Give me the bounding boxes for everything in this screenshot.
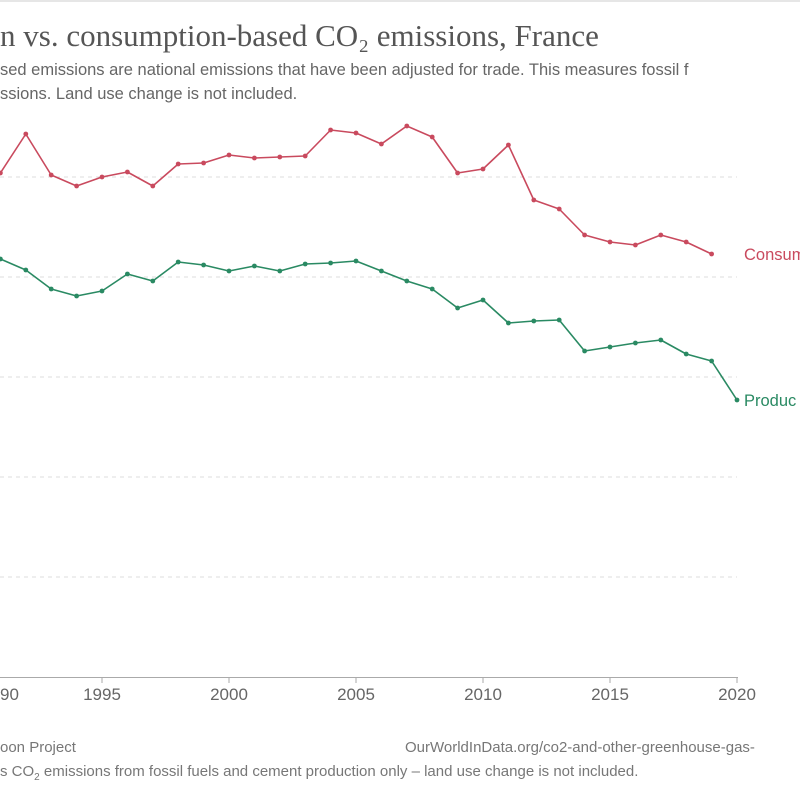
- data-point: [150, 278, 156, 284]
- data-point: [23, 267, 29, 273]
- data-point: [302, 153, 308, 159]
- data-point: [582, 348, 587, 354]
- data-point: [23, 131, 29, 137]
- data-point: [175, 161, 181, 167]
- source-url-link[interactable]: OurWorldInData.org/co2-and-other-greenho…: [405, 739, 755, 756]
- series-line-1: [0, 258, 738, 401]
- data-point: [48, 172, 54, 178]
- data-point: [226, 152, 232, 158]
- footnote: s CO2 emissions from fossil fuels and ce…: [0, 763, 639, 783]
- data-point: [201, 160, 207, 166]
- x-tick-label: 2000: [210, 685, 248, 704]
- source-text: oon Project: [0, 739, 76, 756]
- data-point: [404, 123, 410, 129]
- data-point: [556, 317, 562, 323]
- data-point: [480, 297, 486, 303]
- data-point: [99, 174, 105, 180]
- x-tick-label: 90: [0, 685, 19, 704]
- x-tick-label: 2010: [464, 685, 502, 704]
- chart-subtitle-line2: ssions. Land use change is not included.: [0, 85, 298, 103]
- top-border: [0, 0, 800, 2]
- data-point: [658, 337, 664, 343]
- data-point: [734, 397, 740, 403]
- data-point: [607, 239, 613, 245]
- data-point: [582, 232, 587, 238]
- data-point: [252, 155, 257, 161]
- x-tick-label: 2015: [591, 685, 629, 704]
- data-point: [328, 260, 333, 266]
- data-point: [48, 286, 54, 292]
- data-point: [175, 259, 181, 265]
- data-point: [201, 262, 207, 268]
- data-point: [709, 251, 714, 257]
- data-point: [0, 170, 3, 176]
- data-point: [455, 170, 460, 176]
- data-point: [125, 271, 130, 277]
- data-point: [709, 358, 714, 364]
- data-point: [379, 268, 384, 274]
- data-point: [353, 130, 359, 136]
- series-label: Produc: [744, 392, 796, 410]
- data-point: [252, 263, 257, 269]
- data-point: [429, 286, 435, 292]
- data-point: [404, 278, 410, 284]
- data-point: [683, 351, 689, 357]
- data-point: [633, 242, 638, 248]
- data-point: [74, 183, 79, 189]
- data-point: [506, 320, 511, 326]
- series-label: Consum: [744, 246, 800, 264]
- data-point: [531, 197, 537, 203]
- data-point: [506, 142, 511, 148]
- data-point: [658, 232, 664, 238]
- data-point: [379, 141, 384, 147]
- data-point: [277, 268, 283, 274]
- data-point: [277, 154, 283, 160]
- data-point: [429, 134, 435, 140]
- x-tick-label: 1995: [83, 685, 121, 704]
- data-point: [683, 239, 689, 245]
- data-point: [150, 183, 156, 189]
- data-point: [480, 166, 486, 172]
- data-point: [607, 344, 613, 350]
- data-point: [556, 206, 562, 212]
- data-point: [353, 258, 359, 264]
- data-point: [99, 288, 105, 294]
- data-point: [226, 268, 232, 274]
- data-point: [633, 340, 638, 346]
- data-point: [328, 127, 333, 133]
- data-point: [74, 293, 79, 299]
- x-tick-label: 2020: [718, 685, 756, 704]
- data-point: [455, 305, 460, 311]
- series-line-0: [0, 125, 712, 255]
- data-point: [531, 318, 537, 324]
- x-tick-label: 2005: [337, 685, 375, 704]
- chart-subtitle-line1: sed emissions are national emissions tha…: [0, 61, 689, 79]
- data-point: [0, 256, 3, 262]
- data-point: [302, 261, 308, 267]
- data-point: [125, 169, 130, 175]
- chart-title: n vs. consumption-based CO₂ emissions, F…: [0, 18, 599, 53]
